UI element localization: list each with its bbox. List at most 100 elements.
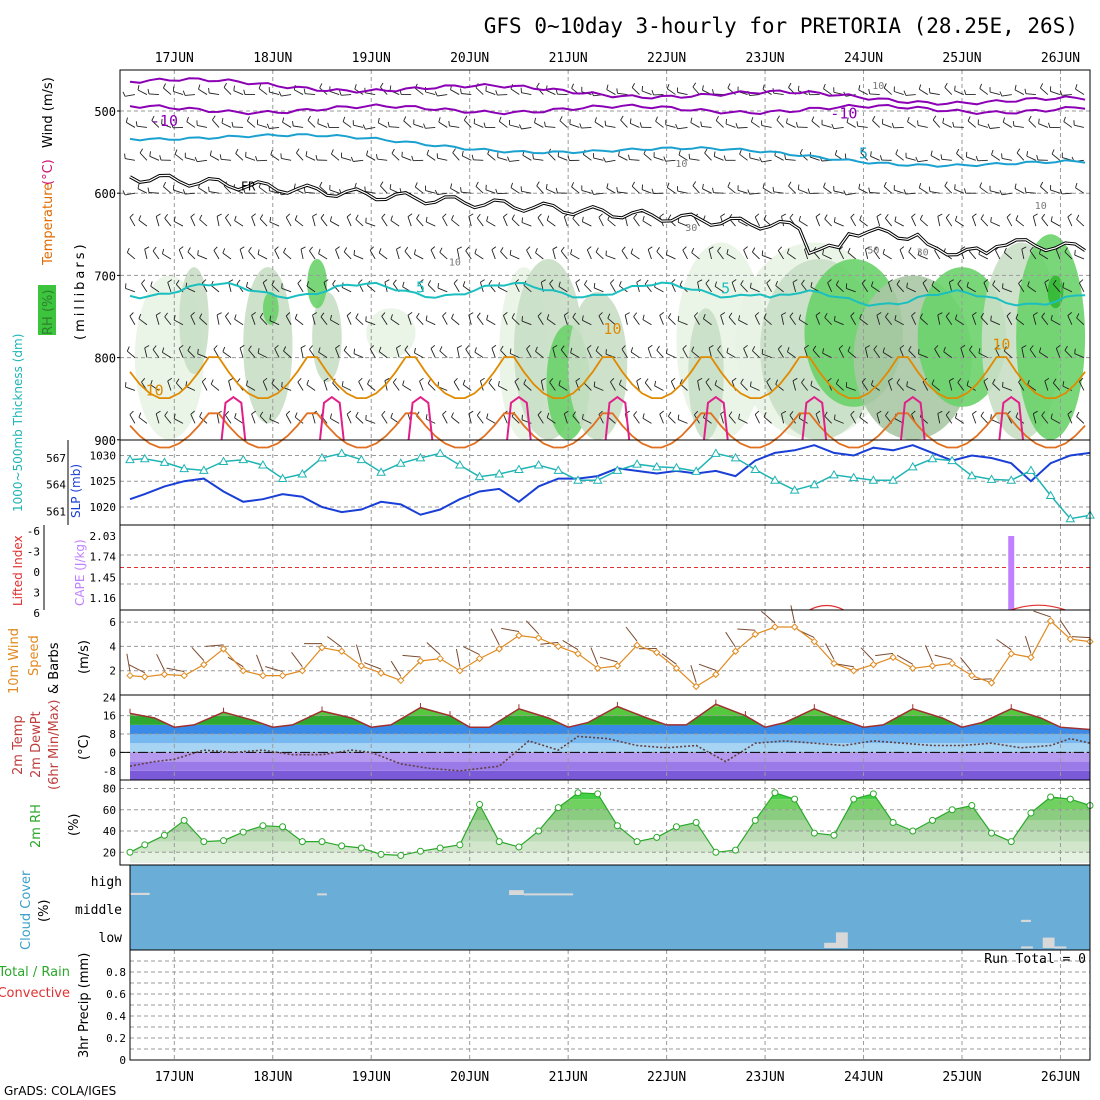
wind-barb: [537, 217, 544, 227]
wind-barb: [983, 282, 989, 293]
wind-barb: [969, 349, 977, 358]
wind-barb-flag: [1067, 312, 1072, 316]
wind10m-barb: [402, 654, 421, 658]
wind-barb-flag: [906, 381, 908, 387]
wind-barb-flag: [666, 182, 670, 188]
wind-barb-flag: [151, 115, 155, 121]
wind-barb-flag: [990, 217, 992, 223]
wind10m-barb: [698, 663, 717, 671]
wind-barb-flag: [199, 214, 203, 220]
wind-barb: [522, 154, 532, 161]
wind-barb: [1032, 314, 1037, 325]
wind-barb-flag: [1059, 90, 1063, 96]
wind-barb-flag: [312, 312, 318, 316]
wind-barb-flag: [694, 312, 699, 317]
wind-barb-flag: [155, 410, 161, 415]
wind-barb-flag: [594, 117, 597, 123]
wind-barb-flag: [480, 279, 485, 283]
wind-barb-flag: [281, 283, 283, 289]
wind-barb-flag: [956, 148, 960, 154]
wind-barb: [762, 254, 772, 260]
wind-barb: [190, 414, 196, 424]
rh2m-point: [810, 829, 818, 837]
wind-barb: [667, 88, 676, 95]
contour-label: 10: [992, 335, 1010, 353]
wind-barb: [896, 284, 905, 293]
wind10m-barb: [156, 653, 165, 671]
wind-barb: [620, 119, 628, 128]
wind-barb: [281, 287, 292, 293]
wind-barb: [846, 287, 856, 293]
wind-barb: [788, 185, 796, 194]
wind-barb: [540, 380, 544, 391]
wind-barb: [860, 152, 869, 161]
wind-barb-flag: [604, 120, 607, 126]
wind10m-point: [416, 657, 425, 665]
wind-barb: [606, 89, 616, 95]
wind-barb: [257, 124, 268, 128]
wind-barb: [485, 90, 496, 95]
cloud-block: [1021, 919, 1031, 922]
wind-barb-flag: [1015, 215, 1019, 221]
wind-barb-flag: [702, 85, 704, 91]
rh2m-point: [200, 838, 208, 846]
wind-barb: [944, 185, 953, 194]
wind-barb-flag: [708, 345, 714, 349]
wind-barb: [642, 220, 652, 227]
wind-barb: [750, 287, 760, 293]
wind-barb: [572, 316, 580, 326]
wind-barb-flag: [292, 121, 294, 127]
wind-barb: [425, 91, 436, 95]
wind10m-point: [259, 671, 267, 680]
temperature-unit-label: (°C): [41, 159, 56, 185]
wind-barb-flag: [873, 246, 878, 252]
wind-barb: [377, 158, 388, 161]
wind-barb: [750, 385, 760, 391]
wind-barb: [908, 350, 917, 358]
wind-barb: [633, 217, 640, 227]
wind-barb: [521, 222, 532, 227]
wind-barb: [766, 282, 772, 293]
day-label: 20JUN: [450, 1070, 489, 1085]
wind-barb: [239, 249, 244, 260]
wind-barb-flag: [980, 312, 984, 318]
wind-barb-flag: [598, 213, 603, 218]
wind-barb-flag: [262, 279, 268, 283]
wind-barb-flag: [450, 183, 453, 189]
wind-barb-flag: [784, 154, 787, 160]
wind-barb: [234, 417, 244, 424]
wind-barb-flag: [1074, 348, 1076, 354]
wind-barb-flag: [534, 117, 537, 123]
wind-barb-flag: [663, 156, 666, 162]
wind-barb: [148, 93, 159, 96]
rh2m-point: [279, 823, 287, 831]
footer-credit: GrADS: COLA/IGES: [4, 1084, 116, 1098]
wind-barb-flag: [944, 82, 948, 88]
wind-barb: [714, 384, 724, 391]
wind-barb: [850, 315, 857, 325]
wind-barb-flag: [271, 378, 275, 384]
cloud-level-label: high: [91, 875, 122, 890]
wind10m-point: [126, 671, 134, 680]
wind-barb-flag: [630, 248, 634, 254]
panel-frame: [129, 949, 1091, 1061]
wind-barb: [894, 189, 904, 194]
wind-barb: [668, 317, 676, 326]
wind-barb-flag: [750, 116, 754, 122]
wind-barb: [178, 348, 184, 358]
wind-barb-flag: [972, 410, 977, 415]
wind-barb: [190, 216, 196, 227]
contour-label: 10: [449, 258, 461, 269]
wind-barb: [594, 386, 604, 391]
wind-barb: [1067, 414, 1073, 424]
wind-barb: [563, 216, 568, 227]
wind-barb-flag: [777, 246, 783, 251]
wind-barb-flag: [269, 217, 272, 223]
wind-barb: [150, 285, 160, 293]
wind-barb-flag: [315, 155, 318, 161]
wind-barb-flag: [222, 248, 226, 254]
wind-barb: [824, 218, 832, 227]
wind-barb-flag: [257, 348, 260, 354]
wind-barb-flag: [567, 155, 570, 161]
wind-barb: [847, 350, 856, 358]
